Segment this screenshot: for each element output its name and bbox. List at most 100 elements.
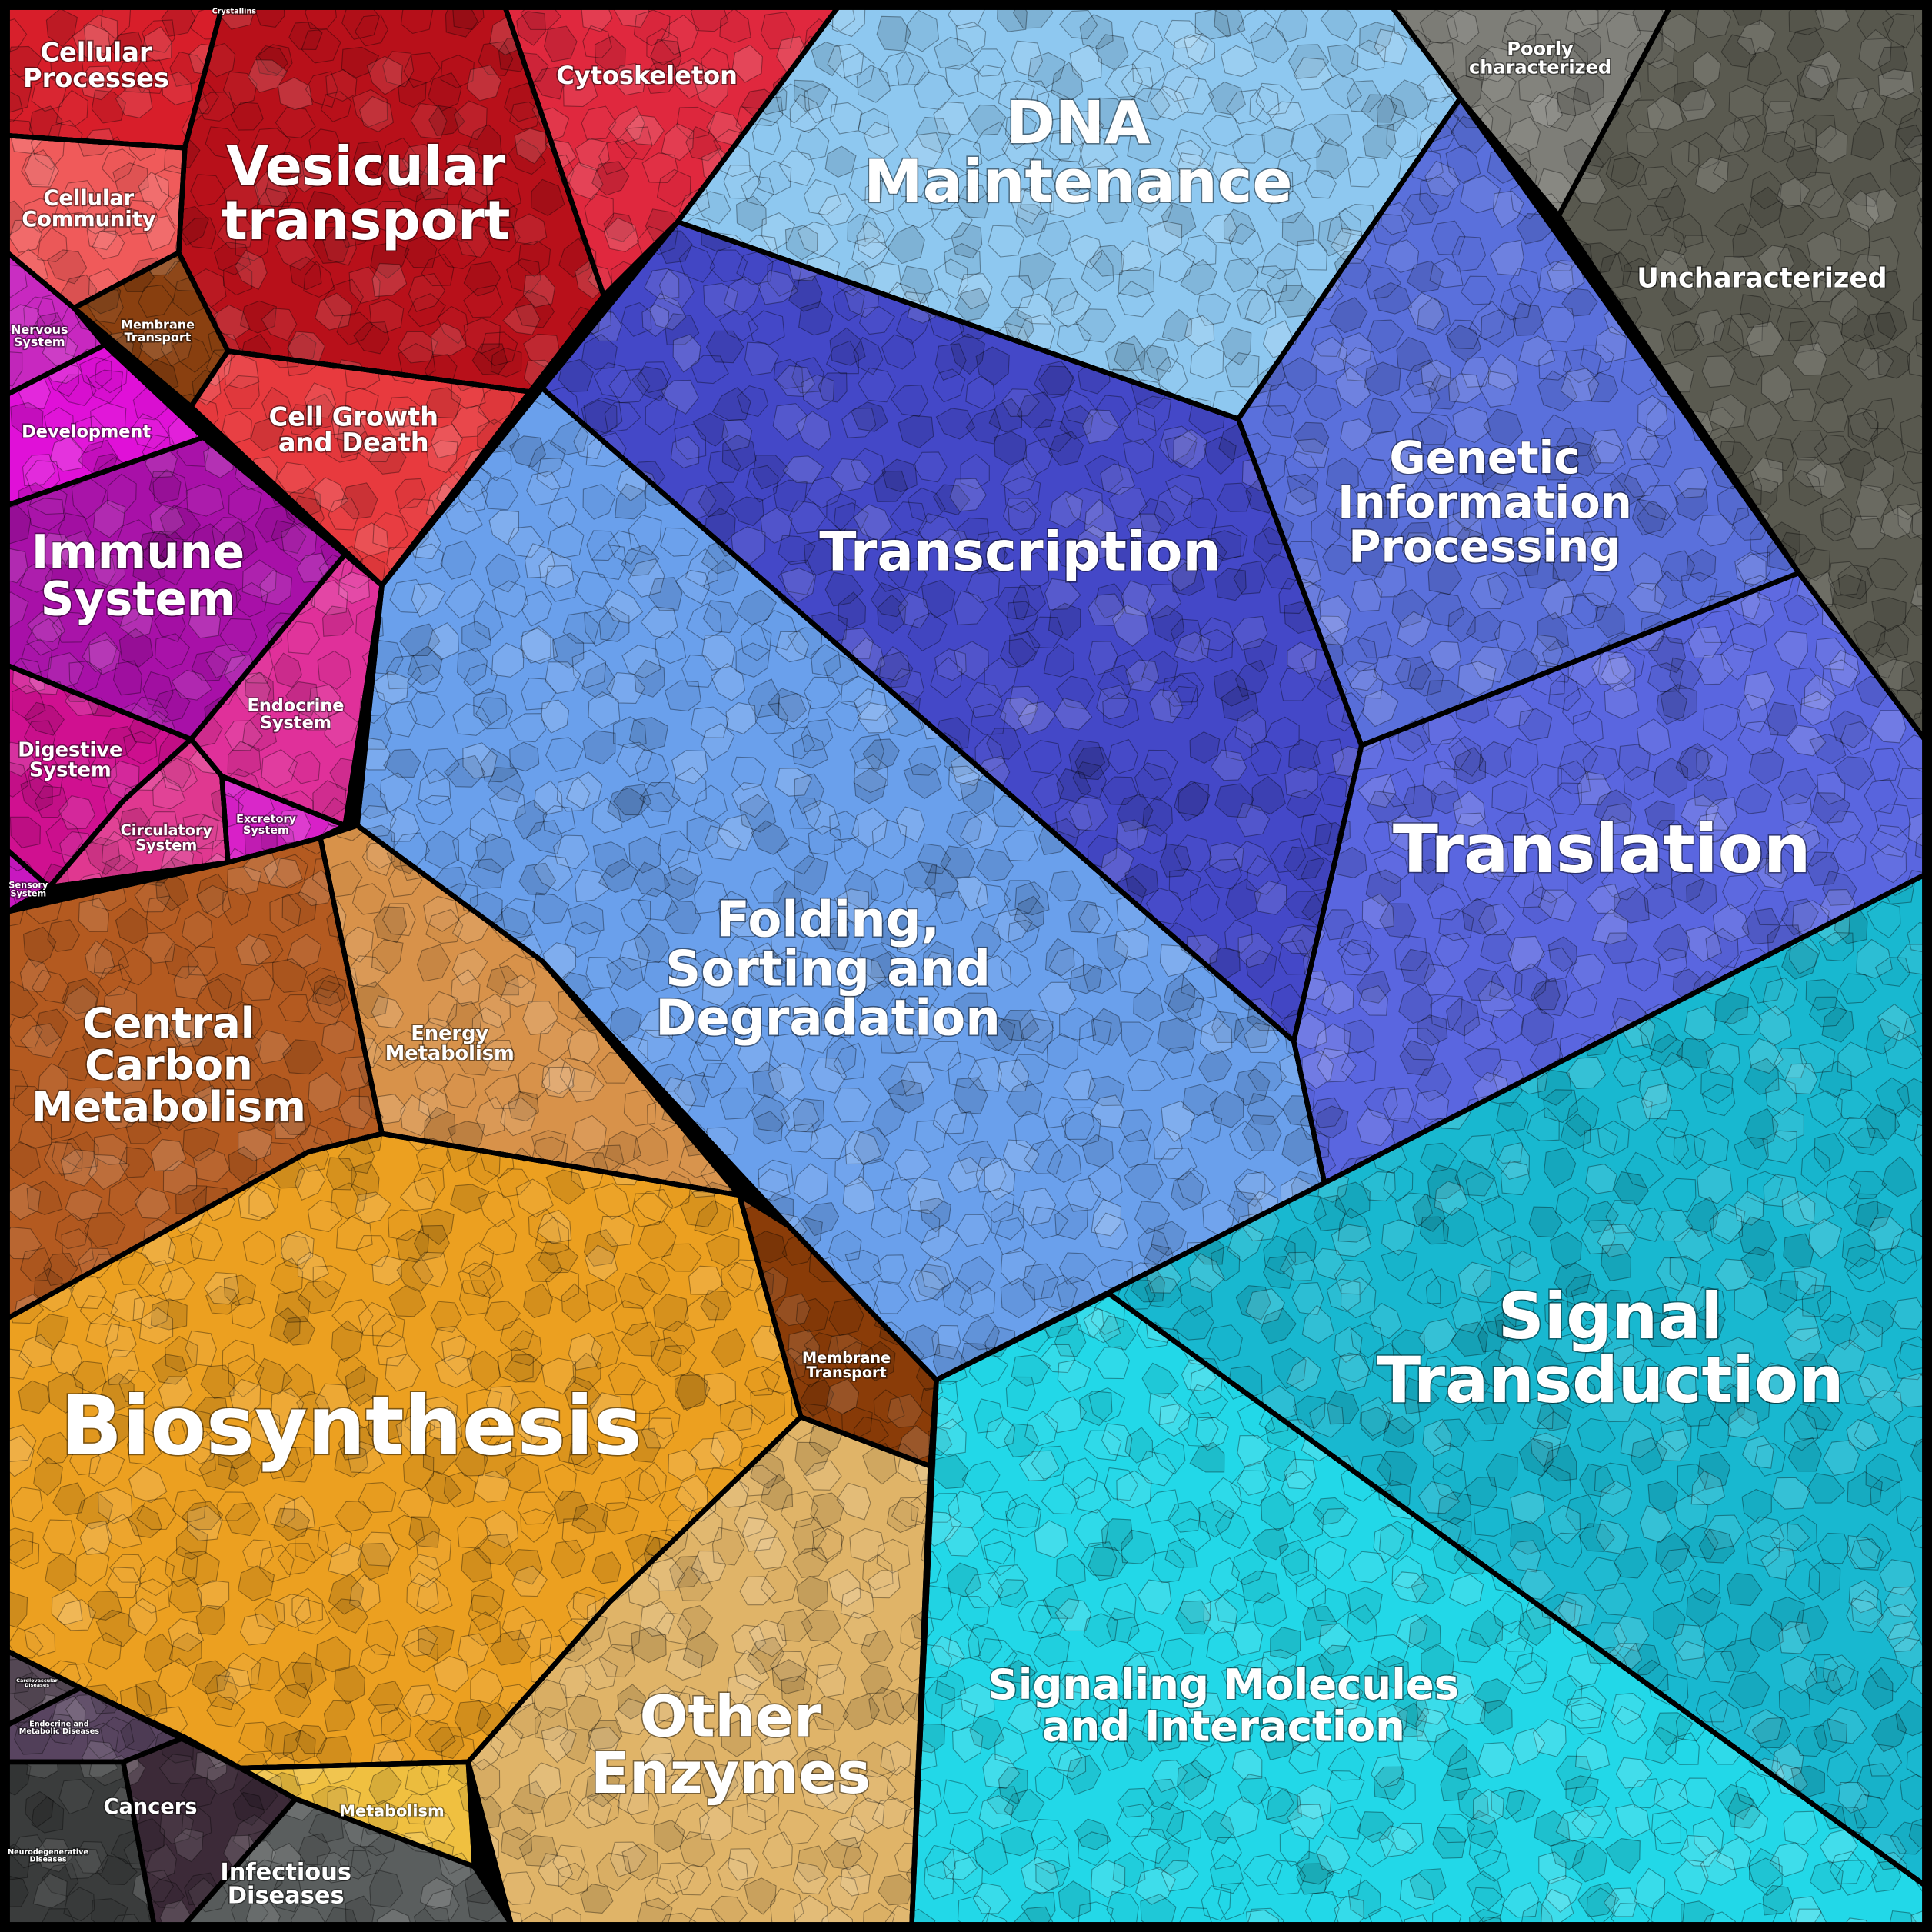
cell [753,1536,787,1570]
cell [526,470,561,506]
cell [721,434,757,472]
cell [1415,837,1447,874]
cell [719,8,751,44]
cell [1436,519,1471,558]
cell [662,1320,695,1355]
cell [729,496,764,527]
cell [230,1296,266,1330]
cell [1329,297,1368,334]
cell [1278,939,1311,975]
cell [18,1380,51,1414]
cell [1325,457,1359,494]
cell [291,1651,327,1694]
cell [501,898,535,936]
cell [1399,948,1437,987]
cell [478,1040,515,1072]
cell [88,638,121,675]
cell [85,1312,121,1348]
cell [584,193,614,232]
cell [1068,235,1103,270]
cell [870,868,905,904]
cell [134,881,171,913]
cell [561,1283,591,1323]
cell [1373,281,1413,315]
cell [880,1176,918,1213]
cell [105,1567,142,1599]
cell [545,737,584,772]
cell [1063,1068,1096,1101]
cell [728,1848,759,1881]
cell [598,605,630,642]
cell [1155,169,1187,202]
cell [1470,646,1507,683]
cell [501,1605,537,1641]
cell [683,1295,720,1331]
cell [88,1154,130,1191]
cell [1356,1108,1394,1147]
cell [1048,602,1081,641]
cell [552,1844,586,1882]
cell [415,1531,452,1571]
cell [372,511,409,551]
cell [291,1587,323,1624]
cell [586,1726,620,1757]
cell [423,895,460,932]
cell [178,1069,214,1101]
cell [250,1657,281,1692]
cell [1286,473,1319,505]
cell [731,44,763,83]
cell [1054,1203,1088,1241]
cell [115,59,155,93]
cell [974,64,1008,100]
cell [956,876,989,912]
cell [473,688,508,725]
cell [466,1388,503,1421]
cell [1674,467,1709,498]
cell [1096,934,1129,971]
cell [143,1633,174,1673]
cell [1310,336,1348,376]
cell [620,898,651,935]
cell [821,997,855,1033]
cell [1150,1221,1187,1257]
cell [1362,689,1399,728]
cell [1399,1040,1436,1077]
cell [991,908,1033,944]
cell [13,1671,46,1710]
cell [706,111,743,146]
cell [541,699,570,734]
cell [198,1452,240,1491]
cell [1669,657,1704,689]
cell [1781,941,1819,980]
cell [428,991,458,1028]
cell [413,1164,445,1203]
cell [776,1608,813,1642]
cell [1559,740,1599,781]
cell [905,1209,941,1244]
cell [617,1778,650,1816]
cell [796,1845,828,1883]
cell [195,978,232,1014]
cell [612,62,647,96]
cell [774,631,810,663]
cell [1002,1139,1040,1173]
cell [858,108,890,138]
cell [457,1516,491,1549]
cell [1561,288,1598,317]
cell [1780,793,1813,829]
cell [1686,878,1717,914]
cell [545,661,581,695]
cell [1777,768,1817,805]
cell [1036,89,1070,122]
cell [833,1087,872,1123]
cell [954,1255,995,1296]
cell [280,1661,313,1700]
cell [224,1058,264,1091]
cell [856,220,888,260]
cell [1417,413,1457,445]
cell [18,560,53,593]
cell [791,356,824,394]
cell [1036,219,1071,257]
cell [401,1794,438,1825]
cell [152,469,189,511]
